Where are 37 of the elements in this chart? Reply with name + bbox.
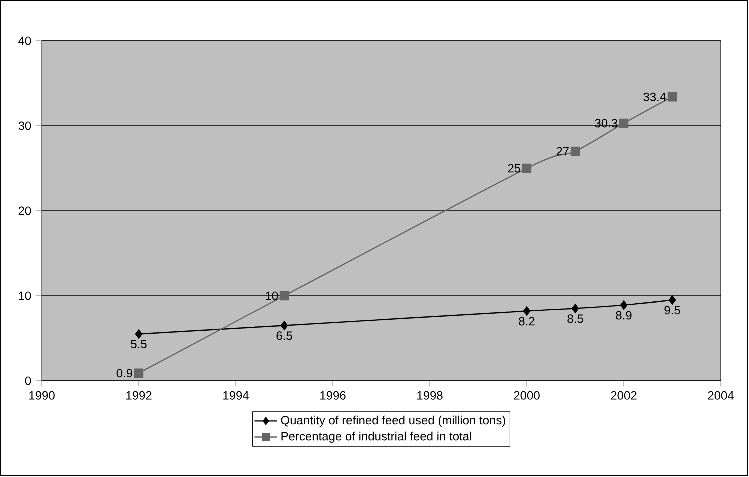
data-label: 33.4 [644,92,666,102]
data-label: 8.5 [568,314,584,324]
point [570,146,580,156]
y-tick-label: 10 [19,292,32,300]
legend-label: Quantity of refined feed used (million tons) [281,416,506,428]
y-tick-label: 20 [18,206,32,216]
x-tick-label: 1996 [320,391,346,400]
data-label: 8.2 [519,317,535,326]
data-label: 0.9 [116,369,133,378]
y-tick-label: 0 [25,376,32,386]
data-label: 9.5 [664,306,680,315]
data-label: 5.5 [131,340,147,349]
point [668,92,678,102]
data-label: 6.5 [276,332,292,340]
x-tick-label: 2000 [514,391,540,400]
data-label: 8.9 [616,311,632,320]
point [619,118,629,128]
point [134,368,144,378]
x-tick-label: 1994 [224,391,249,400]
point [523,306,531,316]
y-tick-label: 40 [18,36,32,46]
x-tick-label: 2002 [611,391,637,400]
x-tick-label: 1998 [418,391,443,400]
point [135,330,143,339]
point [522,164,532,174]
data-label: 25 [508,164,521,173]
x-tick-label: 2004 [708,391,734,400]
point [572,304,580,314]
point [668,296,676,305]
data-label: 27 [556,147,569,156]
y-tick-label: 30 [18,122,32,130]
point [280,291,290,301]
x-tick-label: 1990 [30,391,55,400]
legend-label: Percentage of industrial feed in total [282,432,472,444]
x-tick-label: 1992 [126,391,152,400]
point [280,321,288,330]
point [620,300,628,310]
